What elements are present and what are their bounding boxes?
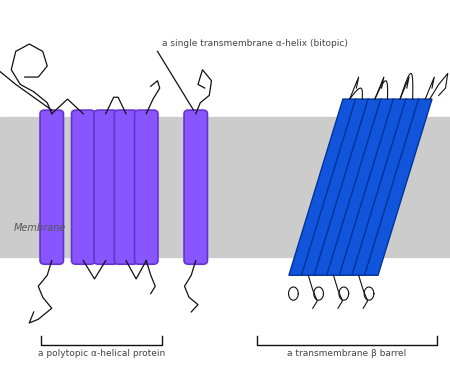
- Polygon shape: [364, 99, 432, 275]
- FancyBboxPatch shape: [114, 110, 138, 264]
- FancyBboxPatch shape: [135, 110, 158, 264]
- FancyBboxPatch shape: [184, 110, 207, 264]
- Text: a polytopic α-helical protein: a polytopic α-helical protein: [38, 349, 165, 358]
- Text: Membrane: Membrane: [14, 222, 66, 233]
- Text: a transmembrane β barrel: a transmembrane β barrel: [287, 349, 406, 358]
- FancyBboxPatch shape: [40, 110, 63, 264]
- Polygon shape: [323, 103, 386, 272]
- Polygon shape: [297, 103, 361, 272]
- Polygon shape: [327, 99, 394, 275]
- FancyBboxPatch shape: [72, 110, 95, 264]
- Polygon shape: [289, 99, 356, 275]
- Polygon shape: [352, 99, 419, 275]
- Polygon shape: [348, 103, 411, 272]
- Polygon shape: [339, 99, 407, 275]
- Polygon shape: [335, 103, 399, 272]
- Polygon shape: [310, 103, 373, 272]
- Polygon shape: [360, 103, 424, 272]
- Text: a single transmembrane α-helix (bitopic): a single transmembrane α-helix (bitopic): [162, 39, 348, 48]
- FancyBboxPatch shape: [94, 110, 117, 264]
- Polygon shape: [314, 99, 382, 275]
- Bar: [0, 117, 450, 257]
- Polygon shape: [302, 99, 369, 275]
